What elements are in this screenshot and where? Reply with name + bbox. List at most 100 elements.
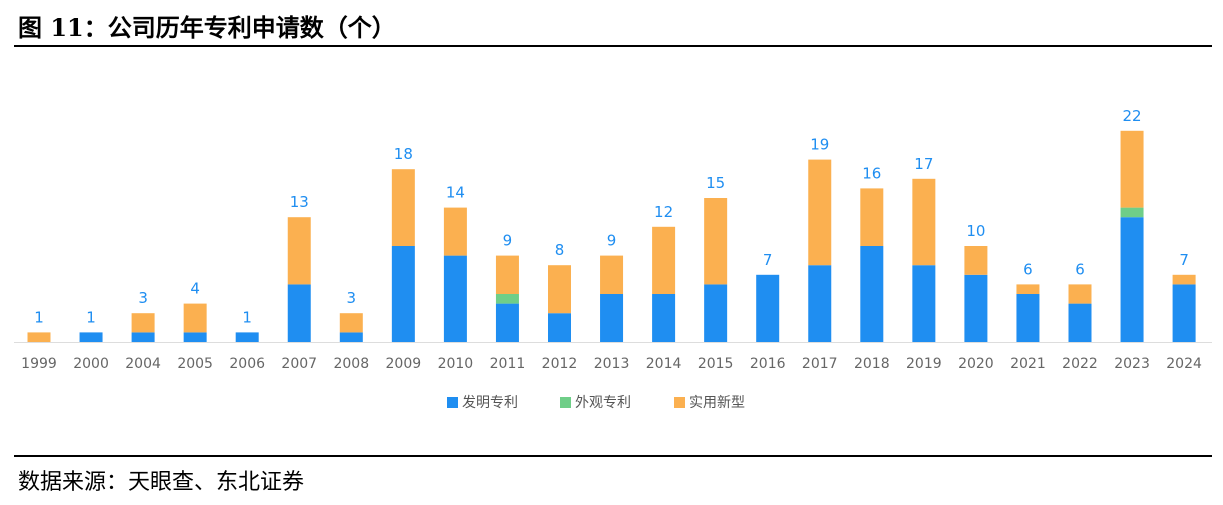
x-tick-labels-group: 1999 2000 2004 2005 2006 2007 2008 2009 2010 2011… bbox=[21, 356, 1202, 372]
bar-2005-invention bbox=[183, 332, 207, 342]
x-tick-2008: 2008 bbox=[333, 356, 369, 372]
bar-2011-design bbox=[495, 294, 519, 304]
value-label-2022: 6 bbox=[1075, 260, 1085, 278]
bar-2019-invention bbox=[912, 265, 936, 342]
x-tick-2022: 2022 bbox=[1062, 356, 1098, 372]
x-tick-2015: 2015 bbox=[698, 356, 734, 372]
x-tick-2020: 2020 bbox=[958, 356, 994, 372]
x-tick-2021: 2021 bbox=[1010, 356, 1046, 372]
x-tick-2004: 2004 bbox=[125, 356, 161, 372]
figure-title: 图 11：公司历年专利申请数（个） bbox=[18, 13, 396, 42]
bar-2000-invention bbox=[79, 332, 103, 342]
bar-2021-invention bbox=[1016, 294, 1040, 342]
bar-2018-invention bbox=[860, 246, 884, 342]
value-label-2012: 8 bbox=[555, 241, 565, 259]
bar-2014-invention bbox=[652, 294, 676, 342]
value-label-2010: 14 bbox=[446, 184, 465, 202]
value-label-2011: 9 bbox=[503, 232, 513, 250]
bottom-rule bbox=[14, 455, 1212, 457]
bar-2021-utility bbox=[1016, 284, 1040, 294]
bar-2023-design bbox=[1120, 207, 1144, 218]
bar-2023-utility bbox=[1120, 130, 1144, 208]
value-label-2023: 22 bbox=[1123, 107, 1142, 125]
x-tick-1999: 1999 bbox=[21, 356, 57, 372]
bar-2016-invention bbox=[756, 274, 780, 342]
bar-2011-utility bbox=[495, 255, 519, 294]
value-label-2009: 18 bbox=[394, 145, 413, 163]
bar-2013-utility bbox=[600, 255, 624, 294]
bar-2024-utility bbox=[1172, 274, 1196, 285]
legend-label-utility: 实用新型 bbox=[689, 395, 745, 411]
value-label-2015: 15 bbox=[706, 174, 725, 192]
bar-2020-invention bbox=[964, 274, 988, 342]
legend-label-design: 外观专利 bbox=[575, 395, 631, 411]
bar-2006-invention bbox=[235, 332, 259, 342]
value-label-2004: 3 bbox=[138, 289, 148, 307]
x-tick-2012: 2012 bbox=[542, 356, 578, 372]
bar-2019-utility bbox=[912, 178, 936, 266]
value-label-2016: 7 bbox=[763, 251, 773, 269]
x-tick-2023: 2023 bbox=[1114, 356, 1150, 372]
value-label-1999: 1 bbox=[34, 308, 44, 326]
bar-2008-utility bbox=[339, 313, 363, 333]
x-tick-2017: 2017 bbox=[802, 356, 838, 372]
bar-2008-invention bbox=[339, 332, 363, 342]
bar-2004-utility bbox=[131, 313, 155, 333]
legend-swatch-invention bbox=[447, 397, 458, 408]
x-tick-2016: 2016 bbox=[750, 356, 786, 372]
bar-2004-invention bbox=[131, 332, 155, 342]
x-tick-2007: 2007 bbox=[281, 356, 317, 372]
value-label-2008: 3 bbox=[347, 289, 357, 307]
bar-2007-invention bbox=[287, 284, 311, 342]
legend-swatch-utility bbox=[674, 397, 685, 408]
source-note: 数据来源：天眼查、东北证券 bbox=[18, 470, 305, 495]
bar-2011-invention bbox=[495, 303, 519, 342]
bar-2015-invention bbox=[704, 284, 728, 342]
value-label-2005: 4 bbox=[190, 280, 200, 298]
bar-2012-invention bbox=[548, 313, 571, 342]
bar-2005-utility bbox=[183, 303, 207, 333]
bar-2022-invention bbox=[1068, 303, 1092, 342]
value-label-2013: 9 bbox=[607, 232, 617, 250]
bar-2015-utility bbox=[704, 198, 728, 285]
x-tick-2005: 2005 bbox=[177, 356, 213, 372]
bar-2012-utility bbox=[548, 265, 571, 314]
value-label-2000: 1 bbox=[86, 308, 96, 326]
x-tick-2006: 2006 bbox=[229, 356, 265, 372]
bar-2007-utility bbox=[287, 217, 311, 285]
x-tick-2019: 2019 bbox=[906, 356, 942, 372]
legend-label-invention: 发明专利 bbox=[462, 395, 518, 411]
x-tick-2010: 2010 bbox=[438, 356, 474, 372]
value-label-2020: 10 bbox=[966, 222, 985, 240]
value-label-2017: 19 bbox=[810, 136, 829, 154]
x-tick-2014: 2014 bbox=[646, 356, 682, 372]
legend: 发明专利 外观专利 实用新型 bbox=[447, 395, 745, 411]
x-tick-2018: 2018 bbox=[854, 356, 890, 372]
value-label-2014: 12 bbox=[654, 203, 673, 221]
bar-2013-invention bbox=[600, 294, 624, 342]
x-tick-2011: 2011 bbox=[490, 356, 526, 372]
value-label-2024: 7 bbox=[1179, 251, 1189, 269]
bar-2017-utility bbox=[808, 159, 832, 266]
bars-group bbox=[14, 130, 1212, 343]
x-tick-2013: 2013 bbox=[594, 356, 630, 372]
x-tick-2024: 2024 bbox=[1166, 356, 1202, 372]
bar-2017-invention bbox=[808, 265, 832, 342]
value-label-2006: 1 bbox=[242, 308, 252, 326]
x-tick-2000: 2000 bbox=[73, 356, 109, 372]
value-label-2007: 13 bbox=[290, 193, 309, 211]
bar-2014-utility bbox=[652, 226, 676, 294]
bar-2024-invention bbox=[1172, 284, 1196, 342]
bar-2020-utility bbox=[964, 246, 988, 275]
top-rule bbox=[14, 45, 1212, 47]
value-label-2019: 17 bbox=[914, 155, 933, 173]
legend-swatch-design bbox=[560, 397, 571, 408]
bar-2018-utility bbox=[860, 188, 884, 246]
value-label-2018: 16 bbox=[862, 164, 881, 182]
bar-2010-invention bbox=[443, 255, 467, 342]
bar-1999-utility bbox=[27, 332, 51, 342]
value-label-2021: 6 bbox=[1023, 260, 1033, 278]
x-tick-2009: 2009 bbox=[386, 356, 422, 372]
